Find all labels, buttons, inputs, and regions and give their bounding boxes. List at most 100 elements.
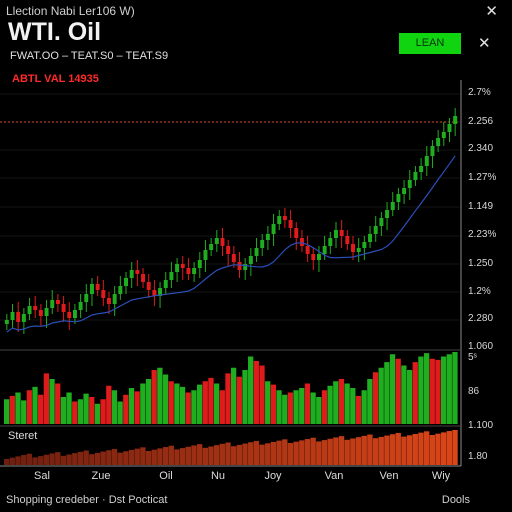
candle-up [254,248,259,256]
volume-bar [361,390,367,424]
indicator-bar [259,444,265,465]
volume-bar [355,395,362,424]
price-tick: 2.280 [468,313,494,324]
indicator-bar [265,443,271,465]
candle-up [390,202,395,210]
price-tick: 1.2% [468,286,491,297]
indicator-bar [32,457,38,465]
volume-bar [134,391,140,424]
indicator-bar [293,441,299,465]
volume-bar [21,400,27,424]
candle-down [231,254,236,262]
indicator-bar [401,436,407,465]
candle-up [72,310,77,318]
candle-up [203,250,208,260]
volume-bar [418,356,424,424]
indicator-bar [440,432,447,465]
indicator-bar [452,430,458,465]
candle-up [356,248,361,252]
indicator-bar [174,449,180,465]
candle-down [237,262,242,270]
indicator-bar [38,456,44,465]
indicator-bar [355,437,362,465]
candle-down [146,282,151,290]
close-icon[interactable]: ✕ [485,3,498,20]
indicator-bar [418,432,424,465]
volume-bar [344,383,350,424]
volume-bar [55,383,61,424]
candle-down [16,312,21,322]
candle-down [38,310,43,316]
indicator-bar [231,446,237,465]
candle-up [413,172,418,180]
candle-down [288,220,293,228]
volume-bar [100,399,106,424]
indicator-bar [372,438,379,465]
candle-up [328,238,333,246]
candle-up [175,264,180,272]
price-tick: 2.23% [468,229,497,240]
volume-bar [236,376,242,424]
candle-down [67,312,72,318]
indicator-bar [196,444,203,465]
close-chart-icon[interactable]: ✕ [478,35,491,52]
volume-bar [389,354,396,424]
volume-bar [452,352,458,424]
volume-bar [259,365,265,424]
volume-bar [327,385,333,424]
x-tick: Zue [91,470,111,482]
volume-bar [406,370,413,424]
candle-up [192,268,197,274]
price-tick: 1.250 [468,258,494,269]
volume-bar [395,358,401,424]
indicator-bar [378,436,384,465]
volume-bar [310,392,316,424]
volume-bar [128,388,135,424]
lean-button[interactable]: LEAN [399,33,461,54]
volume-bar [9,395,15,424]
indicator-bar [72,453,78,465]
volume-bar [174,383,180,424]
indicator-bar [21,455,27,465]
volume-bar [151,370,157,424]
indicator-bar [287,443,294,465]
candle-up [112,294,117,304]
volume-bar [401,365,407,424]
volume-bar [208,377,214,424]
volume-bar [4,399,10,424]
candle-up [78,302,83,310]
volume-tick: 1.100 [468,420,494,431]
candle-up [334,230,338,238]
indicator-bar [316,441,322,465]
candle-up [158,288,163,296]
candle-down [282,216,287,220]
indicator-bar [423,431,430,465]
volume-bar [123,394,129,424]
indicator-bar [60,455,67,465]
candle-down [180,264,185,268]
x-tick: Ven [379,470,399,482]
indicator-bar [94,452,101,465]
candle-down [226,246,231,254]
candle-down [135,270,140,274]
indicator-bar [253,440,260,465]
candle-up [436,138,441,146]
tools-menu[interactable]: Dools [441,494,470,506]
x-tick: Van [324,470,344,482]
indicator-bar [338,436,345,465]
indicator-bar [202,447,208,465]
volume-bar [43,373,49,424]
candle-up [260,240,265,248]
volume-bar [77,399,84,424]
volume-bar [338,379,345,424]
volume-bar [196,384,203,424]
candle-up [197,260,202,268]
volume-bar [248,356,254,424]
volume-bar [231,367,237,424]
candle-up [10,312,15,320]
volume-bar [242,370,248,424]
volume-bar [446,354,452,424]
volume-bar [378,367,384,424]
volume-bar [26,390,32,424]
